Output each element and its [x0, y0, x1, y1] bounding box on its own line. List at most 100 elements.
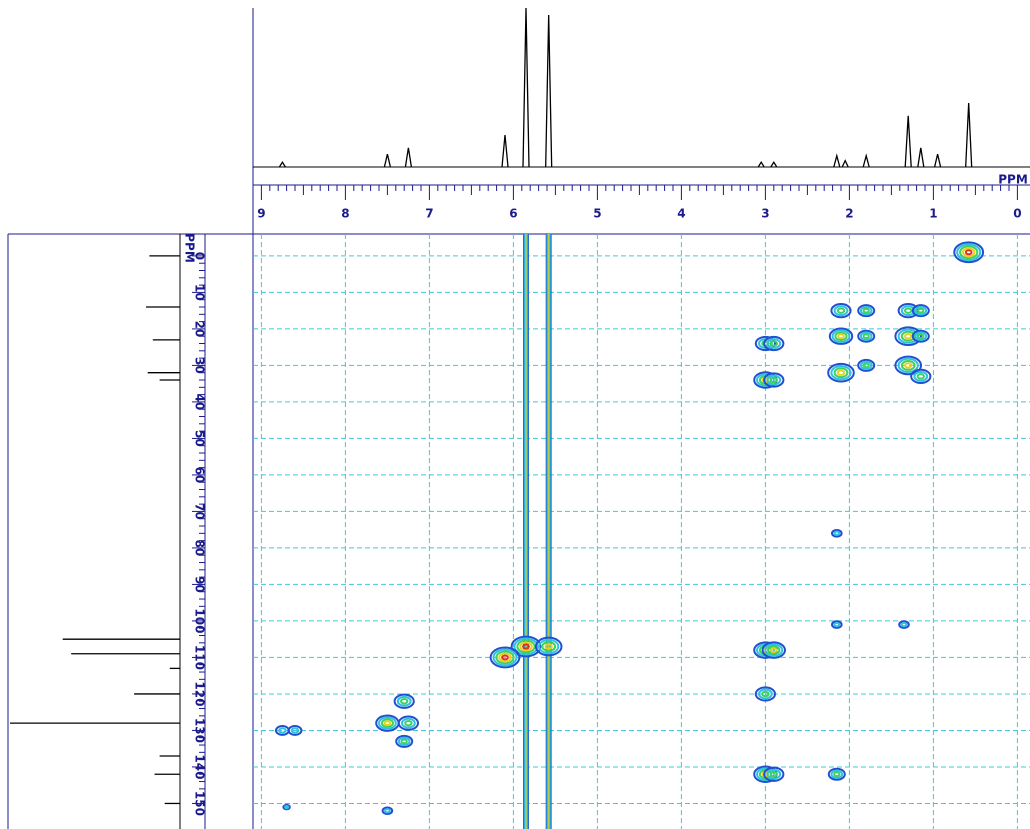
contour: [498, 652, 512, 663]
contour: [769, 340, 778, 347]
cross-peak: [894, 355, 923, 376]
contour: [830, 769, 844, 779]
contour: [763, 372, 785, 388]
contour: [756, 373, 775, 387]
cross-peak: [827, 362, 855, 383]
contour: [766, 374, 782, 386]
proton-peak: [917, 147, 925, 168]
contour: [833, 305, 849, 317]
contour: [859, 331, 873, 341]
contour: [914, 331, 928, 341]
cross-peak: [830, 303, 852, 319]
contour: [911, 329, 930, 343]
contour: [383, 720, 392, 727]
cross-peak: [827, 767, 846, 781]
x-tick-label: 5: [593, 207, 601, 221]
cross-peak: [287, 725, 303, 736]
contour: [904, 333, 913, 340]
proton-peak: [383, 154, 392, 168]
contour: [859, 360, 873, 371]
contour: [916, 373, 925, 380]
cross-peak: [763, 335, 785, 352]
proton-peak: [278, 160, 286, 168]
y-tick-label: 150: [193, 791, 207, 816]
cross-peak: [375, 714, 400, 732]
contour: [513, 637, 539, 656]
contour: [836, 369, 846, 376]
contour: [284, 804, 290, 810]
cross-peak: [911, 329, 930, 343]
contour: [380, 718, 394, 728]
y-tick-label: 30: [193, 357, 207, 374]
cross-peak: [763, 766, 785, 782]
contour: [917, 333, 925, 340]
proton-peak: [501, 134, 509, 168]
cross-peak: [397, 715, 419, 731]
y-tick-label: 10: [193, 284, 207, 301]
proton-peak: [965, 102, 973, 168]
proton-peak: [404, 147, 413, 168]
cross-peak: [754, 686, 777, 702]
contour: [756, 767, 775, 782]
contour: [754, 335, 777, 352]
y-tick-label: 100: [193, 608, 207, 633]
contour: [378, 716, 397, 730]
contour: [489, 646, 521, 669]
cross-peak: [894, 326, 923, 347]
contour: [961, 247, 976, 258]
contour: [836, 307, 846, 314]
contour: [287, 725, 303, 736]
contour: [834, 331, 848, 342]
contour: [959, 245, 979, 260]
proton-peak: [522, 7, 530, 168]
contour: [904, 307, 913, 314]
contour: [400, 738, 408, 745]
contour: [519, 641, 533, 652]
y-axis-label: PPM: [183, 233, 197, 263]
contour: [766, 768, 782, 780]
cross-peak: [857, 358, 876, 372]
contour: [501, 654, 509, 661]
x-tick-label: 3: [761, 207, 769, 221]
contour: [917, 307, 925, 314]
contour: [859, 305, 873, 316]
contour: [857, 358, 876, 372]
x-tick-label: 2: [845, 207, 853, 221]
contour: [894, 326, 923, 347]
contour: [911, 304, 930, 318]
contour: [913, 370, 929, 382]
x-axis-label: PPM: [998, 173, 1028, 187]
contour: [857, 304, 876, 318]
x-tick-label: 9: [257, 207, 265, 221]
y-tick-label: 20: [193, 321, 207, 338]
contour: [900, 621, 908, 628]
y-tick-label: 130: [193, 718, 207, 743]
contour: [397, 736, 411, 747]
contour: [831, 529, 843, 538]
contour: [282, 803, 291, 811]
contour: [510, 635, 542, 658]
contour: [964, 249, 973, 256]
contour: [290, 727, 300, 734]
contour: [953, 241, 985, 264]
contour: [397, 715, 419, 731]
contour: [900, 360, 916, 371]
contour: [910, 368, 932, 384]
contour: [833, 530, 841, 536]
contour: [827, 767, 846, 781]
x-tick-label: 7: [425, 207, 433, 221]
contour: [764, 643, 784, 657]
cross-peak: [763, 372, 785, 388]
contour: [404, 719, 413, 727]
t1-noise-streak: [545, 234, 552, 829]
cross-peak: [857, 329, 876, 343]
contour: [831, 620, 843, 629]
contour: [831, 329, 851, 343]
proton-peak: [904, 115, 912, 168]
y-tick-label: 0: [193, 252, 207, 260]
y-tick-label: 40: [193, 394, 207, 411]
y-tick-label: 120: [193, 681, 207, 706]
cross-peak: [953, 241, 985, 264]
cross-peak: [911, 304, 930, 318]
contour: [393, 693, 415, 709]
